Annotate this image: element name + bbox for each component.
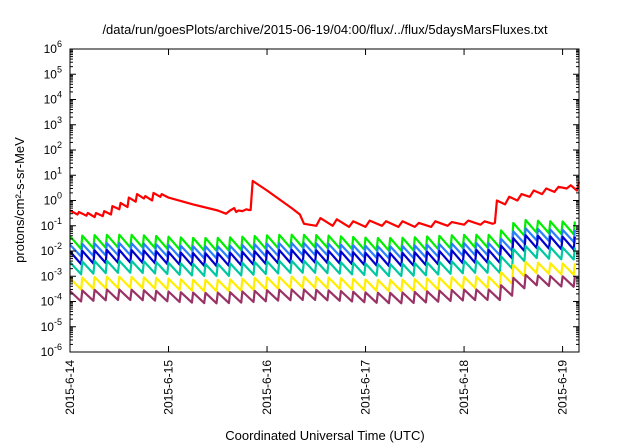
y-tick-label: 103 — [44, 115, 62, 132]
x-tick-label: 2015-6-18 — [457, 360, 471, 415]
y-tick-label: 10-3 — [41, 266, 62, 283]
x-tick-label: 2015-6-17 — [359, 360, 373, 415]
y-tick-label: 10-1 — [41, 216, 62, 233]
y-tick-label: 106 — [44, 39, 62, 56]
plot-frame — [69, 48, 580, 353]
series-line-5 — [69, 244, 576, 278]
y-tick-label: 101 — [44, 165, 62, 182]
series-line-6 — [69, 260, 576, 293]
y-tick-label: 10-6 — [41, 342, 62, 359]
x-axis-label: Coordinated Universal Time (UTC) — [225, 428, 424, 443]
series-layer — [69, 179, 581, 305]
y-tick-label: 10-2 — [41, 241, 62, 258]
series-line-7 — [69, 273, 576, 305]
chart-title: /data/run/goesPlots/archive/2015-06-19/0… — [102, 22, 548, 37]
x-tick-label: 2015-6-15 — [162, 360, 176, 415]
y-tick-label: 105 — [44, 64, 62, 81]
tick-layer: 2015-6-14 2015-6-15 2015-6-16 2015-6-17 2015… — [41, 39, 579, 415]
y-tick-label: 10-4 — [41, 292, 62, 309]
x-tick-label: 2015-6-16 — [260, 360, 274, 415]
y-tick-label: 102 — [44, 140, 62, 157]
y-tick-label: 100 — [44, 191, 62, 208]
y-tick-label: 104 — [44, 90, 62, 107]
series-line-1 — [69, 179, 581, 228]
y-axis-label: protons/cm²-s-sr-MeV — [12, 137, 27, 263]
x-tick-label: 2015-6-19 — [556, 360, 570, 415]
x-tick-label: 2015-6-14 — [63, 360, 77, 415]
y-tick-label: 10-5 — [41, 317, 62, 334]
